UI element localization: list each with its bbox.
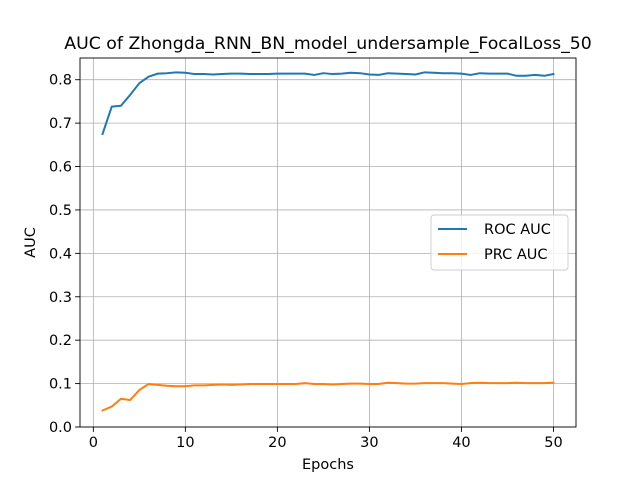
y-tick-label: 0.1 xyxy=(49,377,72,393)
legend-label-1: PRC AUC xyxy=(484,247,548,263)
y-axis-ticks: 0.0 0.1 0.2 0.3 0.4 0.5 0.6 0.7 0.8 xyxy=(49,73,80,436)
x-tick-label: 10 xyxy=(176,435,194,451)
x-axis-label: Epochs xyxy=(302,457,354,473)
series-lines xyxy=(101,71,555,412)
x-axis-ticks: 0 10 20 30 40 50 xyxy=(89,427,563,451)
legend-label-0: ROC AUC xyxy=(484,222,551,238)
x-tick-label: 50 xyxy=(544,435,562,451)
chart-title: AUC of Zhongda_RNN_BN_model_undersample_… xyxy=(64,34,591,54)
series-line-1 xyxy=(101,381,555,412)
plot-area-frame xyxy=(79,57,577,428)
x-tick-label: 30 xyxy=(360,435,378,451)
x-tick-label: 20 xyxy=(268,435,286,451)
y-tick-label: 0.6 xyxy=(49,160,72,176)
legend: ROC AUC PRC AUC xyxy=(430,214,569,271)
y-tick-label: 0.5 xyxy=(49,203,72,219)
y-tick-label: 0.8 xyxy=(49,73,72,89)
y-tick-label: 0.3 xyxy=(49,290,72,306)
y-tick-label: 0.0 xyxy=(49,420,72,436)
y-tick-label: 0.4 xyxy=(49,246,72,262)
x-tick-label: 0 xyxy=(89,435,98,451)
y-tick-label: 0.2 xyxy=(49,333,72,349)
y-axis-label: AUC xyxy=(23,227,39,258)
series-line-0 xyxy=(101,71,555,136)
y-tick-label: 0.7 xyxy=(49,116,72,132)
x-tick-label: 40 xyxy=(452,435,470,451)
